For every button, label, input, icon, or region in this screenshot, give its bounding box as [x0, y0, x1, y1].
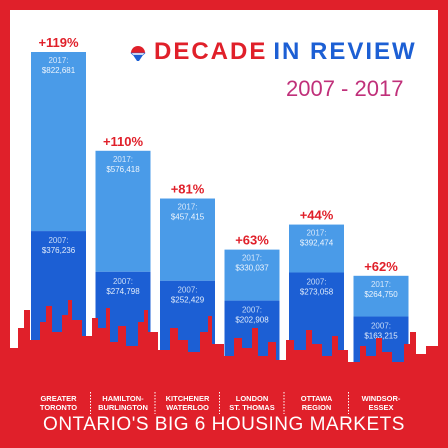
city-skyline	[10, 300, 438, 382]
category-label-line2: WATERLOO	[166, 403, 209, 412]
value-label-2007-prefix: 2007:	[306, 277, 326, 286]
bar-2017	[289, 224, 344, 273]
value-label-2007: $163,215	[364, 332, 398, 341]
bar-2017	[31, 52, 86, 232]
value-label-2017: $457,415	[171, 213, 205, 222]
label-band	[10, 380, 438, 438]
title-in-review: IN REVIEW	[273, 38, 417, 65]
year-range: 2007 - 2017	[286, 76, 404, 101]
bar-2017	[95, 150, 151, 272]
value-label-2017: $330,037	[235, 264, 269, 273]
value-label-2007-prefix: 2007:	[371, 322, 391, 331]
header-title: DECADE IN REVIEW	[128, 38, 417, 66]
value-label-2017-prefix: 2017:	[371, 280, 391, 289]
category-label: KITCHENER	[166, 394, 210, 403]
value-label-2017: $264,750	[364, 290, 398, 299]
category-label-line2: TORONTO	[40, 403, 77, 412]
category-label: GREATER	[40, 394, 77, 403]
category-label: OTTAWA	[301, 394, 333, 403]
remax-balloon-icon	[128, 42, 148, 62]
title-decade: DECADE	[154, 38, 268, 65]
value-label-2007-prefix: 2007:	[177, 286, 197, 295]
category-label-line2: BURLINGTON	[98, 403, 148, 412]
category-label: LONDON	[236, 394, 269, 403]
percent-change-label: +81%	[171, 182, 205, 197]
percent-change-label: +110%	[103, 134, 144, 149]
bar-2017	[353, 275, 409, 317]
category-label-line2: ESSEX	[368, 403, 393, 412]
percent-change-label: +119%	[38, 35, 79, 50]
percent-change-label: +62%	[364, 259, 398, 274]
bar-2017	[160, 198, 215, 281]
value-label-2007: $252,429	[171, 296, 205, 305]
value-label-2007-prefix: 2007:	[48, 236, 68, 245]
bottom-title: ONTARIO'S BIG 6 HOUSING MARKETS	[43, 414, 405, 435]
value-label-2017: $822,681	[42, 66, 76, 75]
chart: +119%2017:$822,6812007:$376,236GREATERTO…	[10, 35, 438, 438]
percent-change-label: +63%	[235, 233, 269, 248]
value-label-2017-prefix: 2017:	[242, 254, 262, 263]
value-label-2017: $576,418	[106, 165, 140, 174]
value-label-2017-prefix: 2017:	[113, 155, 133, 164]
bar-2017	[224, 249, 280, 301]
value-label-2007: $273,058	[300, 287, 334, 296]
value-label-2017: $392,474	[300, 239, 334, 248]
category-label: HAMILTON-	[102, 394, 144, 403]
value-label-2007: $376,236	[42, 246, 76, 255]
value-label-2007-prefix: 2007:	[113, 277, 133, 286]
percent-change-label: +44%	[300, 208, 334, 223]
value-label-2017-prefix: 2017:	[306, 229, 326, 238]
value-label-2007: $202,908	[235, 316, 269, 325]
category-label: WINDSOR-	[362, 394, 401, 403]
value-label-2007-prefix: 2007:	[242, 306, 262, 315]
value-label-2017-prefix: 2017:	[177, 203, 197, 212]
category-label-line2: REGION	[302, 403, 332, 412]
value-label-2007: $274,798	[106, 287, 140, 296]
category-label-line2: ST. THOMAS	[229, 403, 274, 412]
value-label-2017-prefix: 2017:	[48, 56, 68, 65]
